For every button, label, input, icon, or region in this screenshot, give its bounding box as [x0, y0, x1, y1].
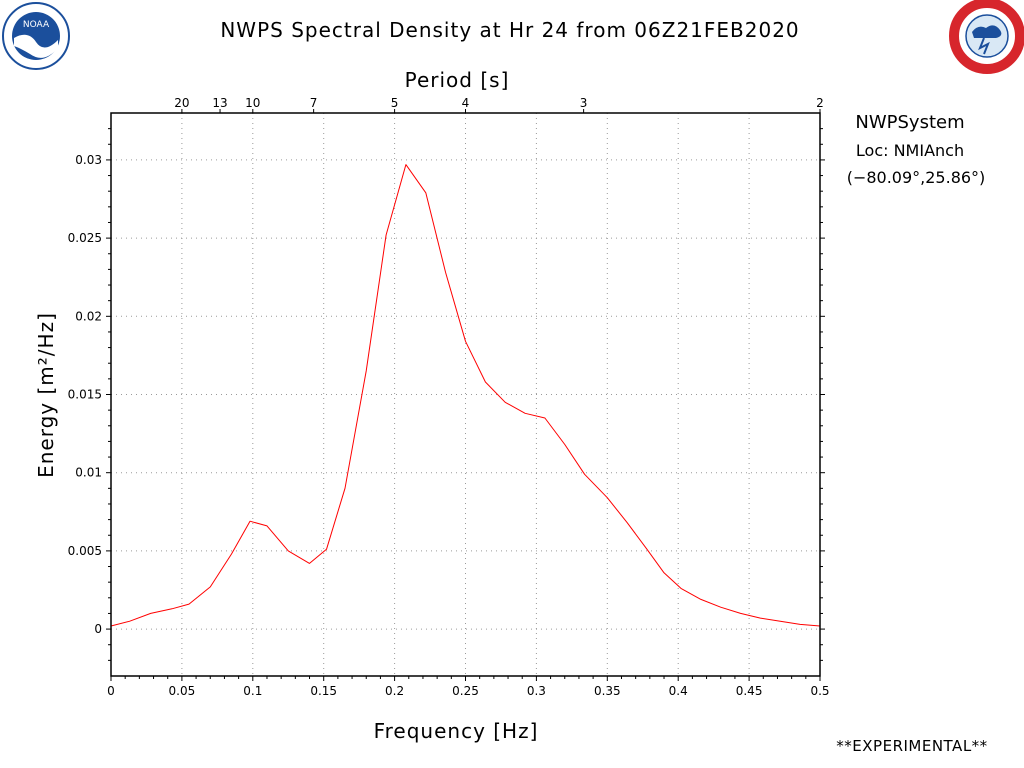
- x-tick-label: 0.1: [243, 684, 262, 698]
- y-tick-label: 0.03: [75, 153, 102, 167]
- chart-title: NWPS Spectral Density at Hr 24 from 06Z2…: [220, 18, 799, 42]
- noaa-logo: NOAA: [2, 2, 70, 70]
- series-layer: [110, 164, 821, 627]
- x-tick-label: 0.35: [594, 684, 621, 698]
- x-tick-label: 0.25: [452, 684, 479, 698]
- y-tick-label: 0.02: [75, 309, 102, 323]
- period-tick-label: 2: [816, 96, 824, 110]
- location-label: Loc: NMIAnch: [856, 141, 964, 160]
- x-tick-label: 0.5: [810, 684, 829, 698]
- period-tick-label: 10: [245, 96, 260, 110]
- x-tick-label: 0: [107, 684, 115, 698]
- plot-frame: [110, 112, 821, 677]
- x-tick-label: 0.3: [527, 684, 546, 698]
- axis-ticks: [106, 109, 825, 681]
- system-name: NWPSystem: [855, 112, 964, 133]
- period-tick-label: 5: [391, 96, 399, 110]
- y-tick-label: 0: [94, 622, 102, 636]
- grid-lines: [111, 113, 820, 676]
- y-tick-label: 0.005: [68, 544, 102, 558]
- energy-spectrum-line: [110, 164, 821, 627]
- x-tick-label: 0.05: [169, 684, 196, 698]
- x-tick-label: 0.2: [385, 684, 404, 698]
- y-tick-label: 0.01: [75, 466, 102, 480]
- y-axis-title: Energy [m²/Hz]: [34, 312, 58, 478]
- x-tick-label: 0.45: [736, 684, 763, 698]
- period-tick-label: 3: [580, 96, 588, 110]
- x-tick-label: 0.15: [310, 684, 337, 698]
- tick-labels: 0 0.05 0.1 0.15 0.2 0.25 0.3 0.35 0.4 0.45 0.5 0 0.0…: [68, 96, 830, 698]
- period-tick-label: 13: [212, 96, 227, 110]
- x-tick-label: 0.4: [669, 684, 688, 698]
- y-tick-label: 0.015: [68, 388, 102, 402]
- experimental-label: **EXPERIMENTAL**: [836, 737, 987, 755]
- nws-logo: [949, 0, 1024, 74]
- period-tick-label: 20: [174, 96, 189, 110]
- period-tick-label: 7: [310, 96, 318, 110]
- noaa-logo-text: NOAA: [23, 20, 50, 30]
- location-coords: (−80.09°,25.86°): [847, 168, 986, 187]
- top-axis-title: Period [s]: [405, 68, 510, 92]
- period-tick-label: 4: [462, 96, 470, 110]
- x-axis-title: Frequency [Hz]: [374, 719, 539, 743]
- y-tick-label: 0.025: [68, 231, 102, 245]
